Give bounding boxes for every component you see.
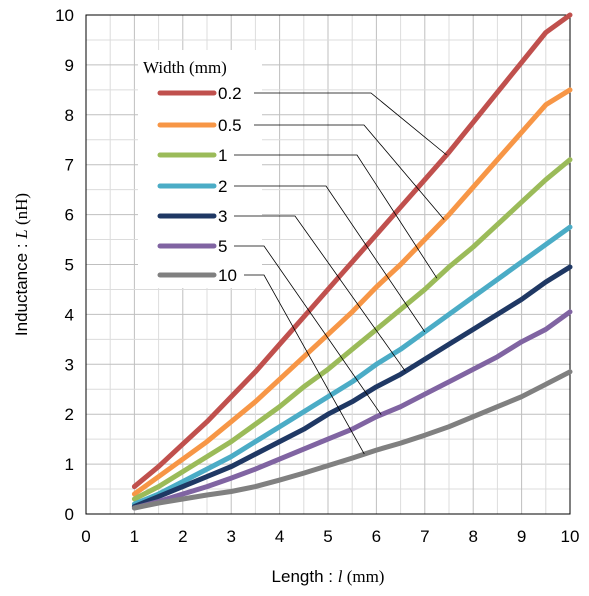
leader-line bbox=[234, 185, 426, 333]
x-tick-label: 5 bbox=[323, 527, 332, 546]
y-tick-label: 9 bbox=[65, 56, 74, 75]
y-tick-label: 2 bbox=[65, 405, 74, 424]
x-axis-label-unit: (mm) bbox=[342, 567, 384, 586]
y-tick-label: 5 bbox=[65, 256, 74, 275]
legend-label: 5 bbox=[218, 237, 227, 256]
leader-line bbox=[254, 92, 447, 156]
y-tick-label: 1 bbox=[65, 455, 74, 474]
x-tick-label: 1 bbox=[130, 527, 139, 546]
leader-line bbox=[244, 274, 365, 455]
legend-background bbox=[138, 50, 262, 288]
leader-line bbox=[234, 154, 438, 279]
x-tick-label: 2 bbox=[178, 527, 187, 546]
legend-leader-lines bbox=[234, 92, 447, 455]
y-tick-label: 6 bbox=[65, 206, 74, 225]
legend: Width (mm) 0.2 0.5 1 2 3 5 10 bbox=[138, 50, 262, 288]
series-line-0-2 bbox=[131, 12, 573, 490]
legend-items: 0.2 0.5 1 2 3 5 10 bbox=[157, 84, 242, 285]
leader-line bbox=[234, 245, 382, 415]
y-axis-label: Inductance : L (nH) bbox=[12, 193, 31, 336]
legend-label: 3 bbox=[218, 207, 227, 226]
y-tick-label: 7 bbox=[65, 156, 74, 175]
y-tick-label: 8 bbox=[65, 106, 74, 125]
legend-label: 10 bbox=[218, 266, 237, 285]
y-tick-labels: 0 1 2 3 4 5 6 7 8 9 10 bbox=[55, 6, 74, 524]
y-tick-label: 10 bbox=[55, 6, 74, 25]
series-line-10 bbox=[131, 369, 573, 511]
legend-label: 0.2 bbox=[218, 84, 242, 103]
x-tick-label: 8 bbox=[468, 527, 477, 546]
leader-line bbox=[234, 215, 406, 372]
x-tick-label: 7 bbox=[420, 527, 429, 546]
series-lines bbox=[131, 12, 573, 511]
x-axis-label-prefix: Length : bbox=[272, 567, 338, 586]
y-axis-label-prefix: Inductance : bbox=[12, 239, 31, 336]
x-axis-label-var: l bbox=[338, 567, 343, 586]
legend-label: 2 bbox=[218, 177, 227, 196]
x-tick-label: 0 bbox=[81, 527, 90, 546]
leader-line bbox=[254, 124, 445, 220]
series-line-5 bbox=[131, 309, 573, 511]
y-tick-label: 0 bbox=[65, 505, 74, 524]
x-tick-label: 10 bbox=[561, 527, 580, 546]
series-line-3 bbox=[131, 264, 573, 509]
y-tick-label: 4 bbox=[65, 305, 74, 324]
y-tick-label: 3 bbox=[65, 355, 74, 374]
x-tick-label: 4 bbox=[275, 527, 284, 546]
legend-title: Width (mm) bbox=[143, 58, 227, 77]
x-tick-label: 3 bbox=[226, 527, 235, 546]
x-axis-label: Length : l (mm) bbox=[272, 567, 385, 586]
series-line-1 bbox=[131, 157, 573, 502]
series-line-0-5 bbox=[131, 87, 573, 497]
y-axis-label-var: L bbox=[12, 229, 31, 239]
x-tick-label: 6 bbox=[372, 527, 381, 546]
series-line-2 bbox=[131, 224, 573, 507]
x-tick-labels: 0 1 2 3 4 5 6 7 8 9 10 bbox=[81, 527, 579, 546]
legend-label: 0.5 bbox=[218, 116, 242, 135]
y-axis-label-unit: (nH) bbox=[12, 193, 31, 229]
legend-label: 1 bbox=[218, 146, 227, 165]
x-tick-label: 9 bbox=[517, 527, 526, 546]
